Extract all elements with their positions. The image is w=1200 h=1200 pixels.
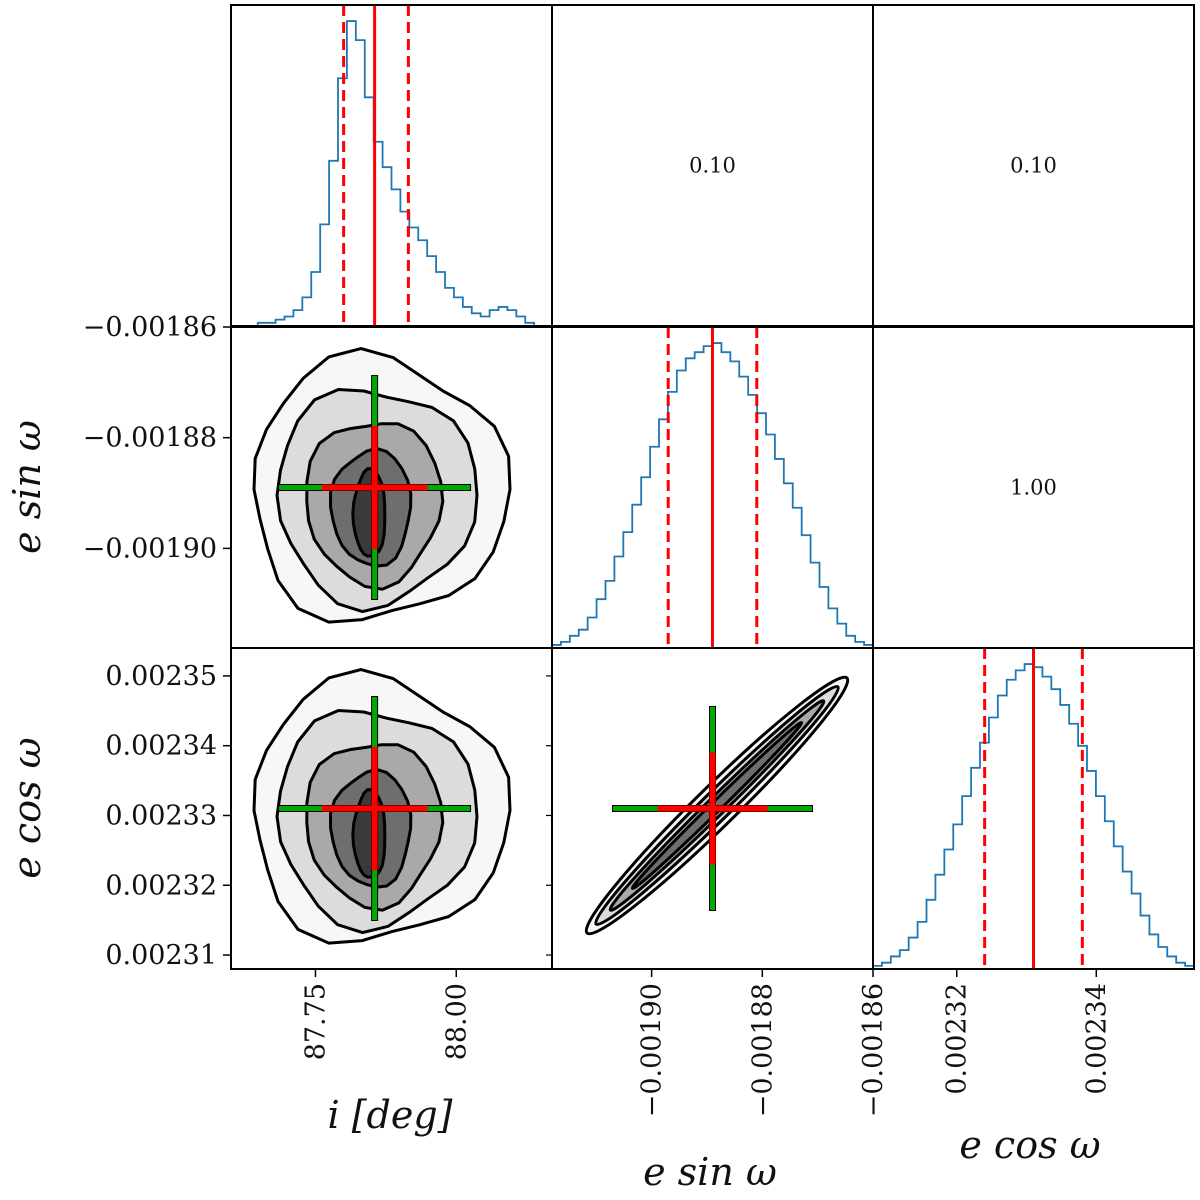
correlation-value-r0c1: 0.10 xyxy=(689,154,736,178)
histogram-panel-esinw xyxy=(551,327,874,648)
correlation-value-r0c2: 0.10 xyxy=(1010,154,1057,178)
histogram-steps-i xyxy=(231,20,552,327)
correlation-value-r1c2: 1.00 xyxy=(1010,476,1057,500)
y-tick-label-ecosw: 0.00232 xyxy=(105,870,217,901)
contour-panel-r2c0 xyxy=(252,668,512,945)
x-tick-label-ecosw: 0.00234 xyxy=(1081,983,1112,1095)
panels-layer: 0.10 0.10 1.00 −0.00190 −0.00188 −0.00186 0.00… xyxy=(83,4,1195,1117)
x-tick-label-esinw: −0.00186 xyxy=(858,983,889,1117)
y-axis-label-esinw: e sin ω xyxy=(5,420,49,554)
error-bar-v-inner-r2c0 xyxy=(371,746,378,871)
y-tick-label-ecosw: 0.00234 xyxy=(105,731,217,762)
x-tick-label-ecosw: 0.00232 xyxy=(942,983,973,1095)
y-tick-label-esinw: −0.00186 xyxy=(83,312,217,343)
y-tick-label-esinw: −0.00190 xyxy=(83,533,217,564)
labels-layer: i [deg] e sin ω e cos ω e sin ω e cos ω xyxy=(5,420,1101,1194)
x-tick-label-esinw: −0.00188 xyxy=(747,983,778,1117)
y-tick-label-esinw: −0.00188 xyxy=(83,423,217,454)
contour-panel-r2c1 xyxy=(584,675,850,936)
x-axis-label-i: i [deg] xyxy=(327,1093,452,1137)
histogram-panel-i xyxy=(231,5,552,327)
error-bar-v-inner-r1c0 xyxy=(371,425,378,550)
x-tick-label-i: 87.75 xyxy=(300,983,331,1060)
x-tick-label-i: 88.00 xyxy=(441,983,472,1060)
panel-frame-r2c2 xyxy=(872,647,1195,970)
contour-panel-r1c0 xyxy=(252,347,512,624)
y-tick-label-ecosw: 0.00233 xyxy=(105,800,217,831)
x-axis-label-esinw: e sin ω xyxy=(643,1150,777,1194)
error-bar-v-inner-r2c1 xyxy=(709,752,716,865)
x-axis-label-ecosw: e cos ω xyxy=(959,1123,1100,1167)
x-tick-label-esinw: −0.00190 xyxy=(637,983,668,1117)
y-tick-label-ecosw: 0.00231 xyxy=(105,940,217,971)
histogram-panel-ecosw xyxy=(872,648,1195,969)
y-tick-label-ecosw: 0.00235 xyxy=(105,661,217,692)
panel-frame-r0c0 xyxy=(230,4,553,327)
y-axis-label-ecosw: e cos ω xyxy=(5,737,49,878)
